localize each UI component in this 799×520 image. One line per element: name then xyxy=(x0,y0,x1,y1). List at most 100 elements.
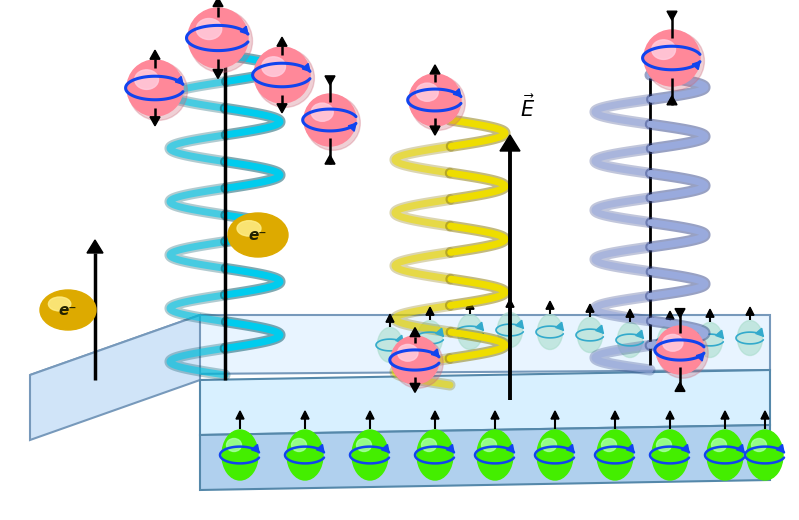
Polygon shape xyxy=(325,155,335,164)
Polygon shape xyxy=(366,411,374,419)
Polygon shape xyxy=(316,445,324,452)
Polygon shape xyxy=(682,445,689,452)
Ellipse shape xyxy=(237,220,261,236)
Polygon shape xyxy=(453,89,461,97)
Polygon shape xyxy=(213,0,223,7)
Polygon shape xyxy=(500,135,520,151)
Polygon shape xyxy=(213,70,223,79)
Ellipse shape xyxy=(422,438,436,451)
Polygon shape xyxy=(636,330,643,338)
Ellipse shape xyxy=(409,74,461,126)
Ellipse shape xyxy=(304,94,356,146)
Polygon shape xyxy=(277,37,287,46)
Ellipse shape xyxy=(597,430,633,480)
Ellipse shape xyxy=(662,334,683,351)
Ellipse shape xyxy=(222,430,258,480)
Polygon shape xyxy=(200,370,770,435)
Ellipse shape xyxy=(306,96,360,150)
Polygon shape xyxy=(466,301,474,309)
Polygon shape xyxy=(431,349,439,357)
Ellipse shape xyxy=(737,320,762,356)
Polygon shape xyxy=(325,76,335,85)
Polygon shape xyxy=(706,309,714,317)
Ellipse shape xyxy=(482,438,496,451)
Ellipse shape xyxy=(197,19,222,40)
Ellipse shape xyxy=(498,313,523,347)
Polygon shape xyxy=(431,411,439,419)
Polygon shape xyxy=(692,62,700,70)
Polygon shape xyxy=(555,322,563,330)
Polygon shape xyxy=(301,411,309,419)
Polygon shape xyxy=(302,63,310,71)
Polygon shape xyxy=(240,26,248,34)
Polygon shape xyxy=(426,307,434,315)
Polygon shape xyxy=(507,445,514,452)
Ellipse shape xyxy=(417,320,443,356)
Polygon shape xyxy=(746,307,754,315)
Ellipse shape xyxy=(256,48,314,108)
Ellipse shape xyxy=(618,322,642,358)
Polygon shape xyxy=(386,314,394,322)
Polygon shape xyxy=(447,445,454,452)
Ellipse shape xyxy=(652,40,675,59)
Polygon shape xyxy=(30,315,770,375)
Ellipse shape xyxy=(602,438,617,451)
Text: e⁻: e⁻ xyxy=(59,303,78,318)
Polygon shape xyxy=(435,328,443,336)
Polygon shape xyxy=(87,240,103,253)
Polygon shape xyxy=(430,126,440,135)
Ellipse shape xyxy=(127,60,183,116)
Polygon shape xyxy=(675,382,685,392)
Ellipse shape xyxy=(646,32,705,90)
Ellipse shape xyxy=(542,438,556,451)
Ellipse shape xyxy=(49,297,71,311)
Polygon shape xyxy=(551,411,559,419)
Polygon shape xyxy=(546,301,554,309)
Ellipse shape xyxy=(658,324,682,359)
Ellipse shape xyxy=(40,290,96,330)
Polygon shape xyxy=(716,330,723,338)
Polygon shape xyxy=(475,322,483,330)
Polygon shape xyxy=(611,411,619,419)
Ellipse shape xyxy=(711,438,726,451)
Ellipse shape xyxy=(657,438,671,451)
Polygon shape xyxy=(721,411,729,419)
Polygon shape xyxy=(236,411,244,419)
Polygon shape xyxy=(277,104,287,113)
Ellipse shape xyxy=(398,344,418,361)
Ellipse shape xyxy=(356,438,372,451)
Polygon shape xyxy=(666,411,674,419)
Polygon shape xyxy=(515,320,523,328)
Ellipse shape xyxy=(262,57,285,76)
Polygon shape xyxy=(491,411,499,419)
Polygon shape xyxy=(30,315,200,440)
Polygon shape xyxy=(396,335,403,343)
Ellipse shape xyxy=(698,322,722,358)
Polygon shape xyxy=(410,383,420,393)
Ellipse shape xyxy=(228,213,288,257)
Polygon shape xyxy=(626,309,634,317)
Polygon shape xyxy=(566,445,574,452)
Text: $\vec{E}$: $\vec{E}$ xyxy=(520,95,535,121)
Ellipse shape xyxy=(644,30,700,86)
Polygon shape xyxy=(430,65,440,74)
Ellipse shape xyxy=(747,430,783,480)
Ellipse shape xyxy=(417,430,453,480)
Polygon shape xyxy=(626,445,634,452)
Polygon shape xyxy=(410,328,420,336)
Ellipse shape xyxy=(254,47,310,103)
Polygon shape xyxy=(175,76,183,84)
Polygon shape xyxy=(200,425,770,490)
Ellipse shape xyxy=(457,315,483,349)
Polygon shape xyxy=(252,445,259,452)
Polygon shape xyxy=(756,328,763,336)
Ellipse shape xyxy=(411,76,465,131)
Ellipse shape xyxy=(391,336,439,384)
Ellipse shape xyxy=(352,430,388,480)
Ellipse shape xyxy=(658,328,708,378)
Polygon shape xyxy=(761,411,769,419)
Polygon shape xyxy=(150,117,160,126)
Polygon shape xyxy=(737,445,744,452)
Ellipse shape xyxy=(292,438,307,451)
Ellipse shape xyxy=(311,103,333,121)
